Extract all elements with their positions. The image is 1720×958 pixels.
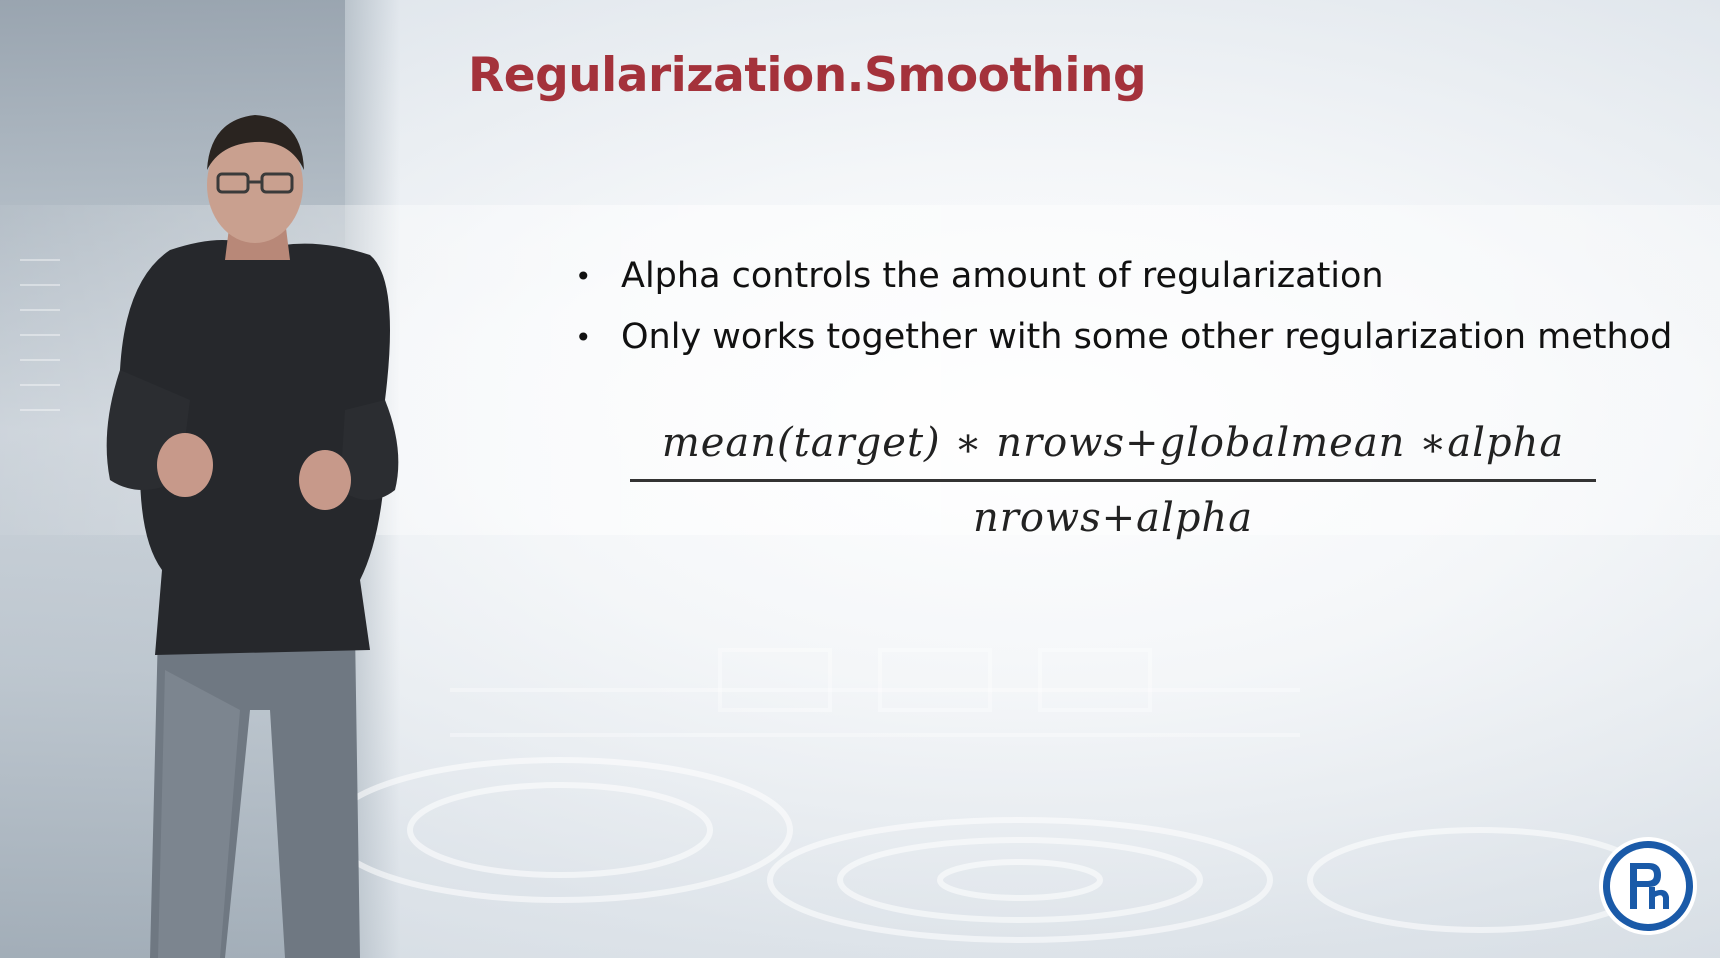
hse-logo-icon <box>1599 837 1697 935</box>
smoothing-formula: mean(target) ∗ nrows+globalmean ∗alpha n… <box>630 413 1596 546</box>
formula-denominator: nrows+alpha <box>972 495 1254 541</box>
presenter-figure <box>106 115 399 958</box>
bullet-list: • Alpha controls the amount of regulariz… <box>566 246 1672 368</box>
bullet-text: Only works together with some other regu… <box>621 317 1673 357</box>
bullet-text: Alpha controls the amount of regularizat… <box>621 256 1384 296</box>
bullet-dot-icon: • <box>575 321 592 354</box>
formula-numerator: mean(target) ∗ nrows+globalmean ∗alpha <box>661 420 1565 466</box>
bullet-item-combination: • Only works together with some other re… <box>566 307 1672 368</box>
fraction-bar <box>630 479 1596 482</box>
university-logo <box>1597 835 1699 937</box>
bullet-item-alpha: • Alpha controls the amount of regulariz… <box>566 246 1672 307</box>
slide-title: Regularization.Smoothing <box>468 48 1147 103</box>
bullet-dot-icon: • <box>575 260 592 293</box>
